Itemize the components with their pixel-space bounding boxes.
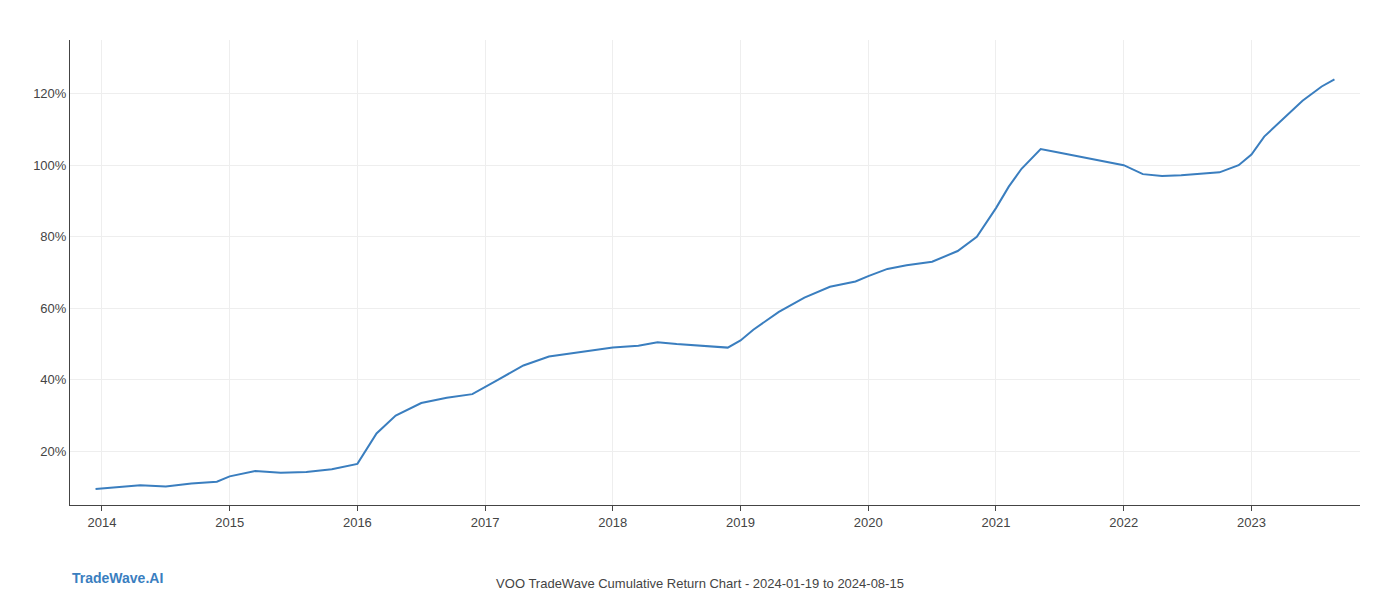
svg-text:2022: 2022 [1109,515,1138,530]
svg-text:2016: 2016 [343,515,372,530]
svg-text:100%: 100% [33,158,67,173]
svg-text:2015: 2015 [215,515,244,530]
svg-text:40%: 40% [40,372,66,387]
svg-text:TradeWave.AI: TradeWave.AI [72,570,163,586]
svg-text:2020: 2020 [854,515,883,530]
svg-text:2019: 2019 [726,515,755,530]
svg-text:120%: 120% [33,86,67,101]
svg-text:2018: 2018 [598,515,627,530]
svg-text:80%: 80% [40,229,66,244]
svg-text:2023: 2023 [1237,515,1266,530]
svg-text:20%: 20% [40,444,66,459]
svg-text:2017: 2017 [471,515,500,530]
svg-text:60%: 60% [40,301,66,316]
svg-text:VOO TradeWave Cumulative Retur: VOO TradeWave Cumulative Return Chart - … [496,576,904,591]
svg-text:2021: 2021 [982,515,1011,530]
svg-text:2014: 2014 [87,515,116,530]
